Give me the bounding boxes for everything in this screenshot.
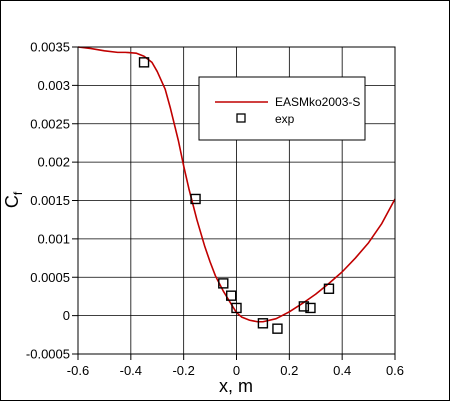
x-tick-label: -0.4 bbox=[120, 363, 142, 378]
x-tick-label: 0.6 bbox=[386, 363, 404, 378]
y-tick-label: 0.001 bbox=[37, 231, 70, 246]
x-tick-label: 0.4 bbox=[333, 363, 351, 378]
y-tick-label: 0.0025 bbox=[30, 116, 70, 131]
legend: EASMko2003-S exp bbox=[198, 76, 366, 141]
exp-point bbox=[305, 302, 316, 314]
exp-point bbox=[218, 278, 229, 289]
exp-point bbox=[298, 301, 310, 312]
exp-point bbox=[138, 57, 150, 68]
y-tick-label: 0 bbox=[63, 308, 70, 323]
y-tick-labels: -0.0005 0 0.0005 0.001 0.0015 0.002 0.0025 0.00… bbox=[26, 40, 70, 362]
exp-point bbox=[272, 323, 283, 334]
x-tick-label: -0.2 bbox=[172, 363, 194, 378]
x-axis-title: x, m bbox=[219, 376, 253, 396]
exp-point bbox=[257, 318, 269, 329]
plot-border bbox=[77, 46, 396, 355]
x-tick-label: -0.6 bbox=[67, 363, 89, 378]
x-tick-label: 0.2 bbox=[280, 363, 298, 378]
y-tick-label: -0.0005 bbox=[26, 347, 70, 362]
legend-box bbox=[198, 76, 366, 141]
legend-label-exp: exp bbox=[275, 112, 295, 126]
x-tick-label: 0 bbox=[233, 363, 240, 378]
exp-point bbox=[226, 290, 237, 301]
exp-point bbox=[323, 283, 335, 294]
y-tick-label: 0.0005 bbox=[30, 270, 70, 285]
series-line-easmko2003-s bbox=[77, 46, 396, 323]
y-tick-label: 0.0035 bbox=[30, 40, 70, 55]
legend-label-easm: EASMko2003-S bbox=[275, 95, 360, 109]
exp-point bbox=[231, 302, 242, 314]
legend-marker-square bbox=[236, 113, 246, 123]
y-tick-label: 0.003 bbox=[37, 78, 70, 93]
y-tick-label: 0.0015 bbox=[30, 193, 70, 208]
y-axis-title-main: C bbox=[2, 195, 22, 208]
series-layer bbox=[77, 46, 396, 334]
tick-marks bbox=[72, 46, 396, 360]
y-axis-title-subscript: f bbox=[11, 191, 25, 195]
x-tick-labels: -0.6 -0.4 -0.2 0 0.2 0.4 0.6 bbox=[67, 363, 404, 378]
y-tick-label: 0.002 bbox=[37, 155, 70, 170]
y-axis-title: Cf bbox=[2, 191, 25, 208]
exp-point bbox=[190, 193, 201, 205]
